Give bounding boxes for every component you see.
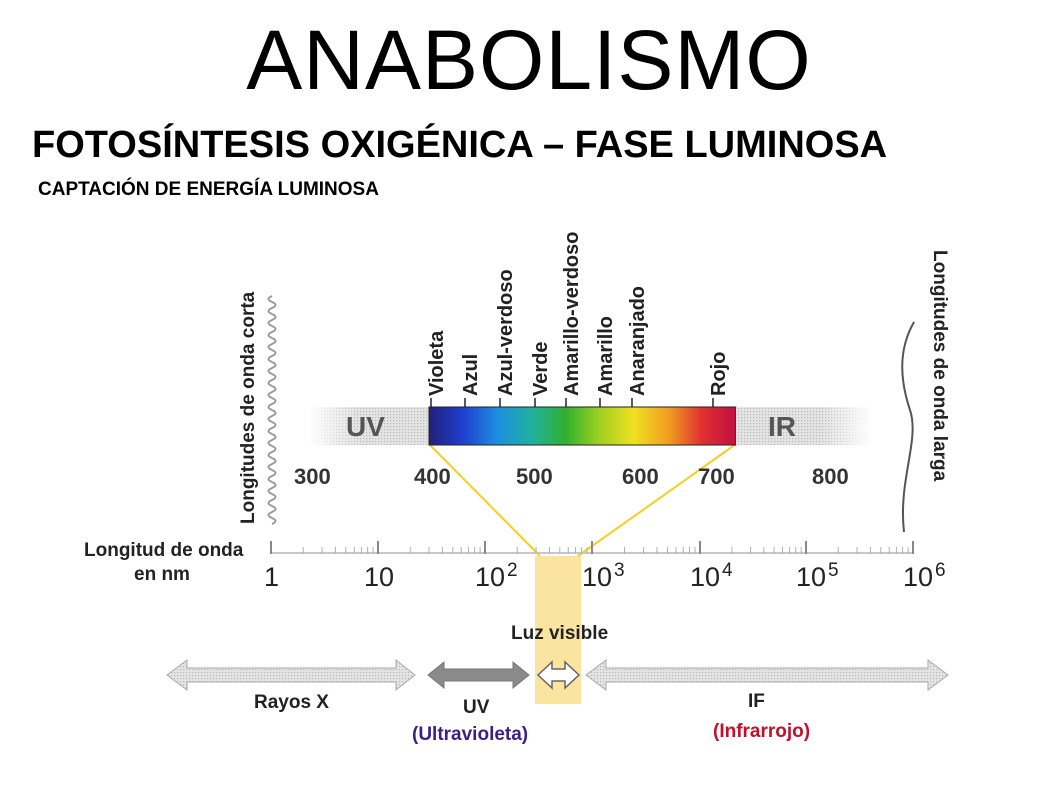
- color-label: Amarillo: [595, 316, 617, 396]
- color-labels: Violeta Azul Azul-verdoso Verde Amarillo-ver…: [426, 232, 730, 407]
- uv-bar-label: UV: [346, 411, 385, 442]
- color-label: Violeta: [426, 330, 448, 396]
- log-tick-label: 10 4: [690, 560, 733, 592]
- nm-tick: 500: [516, 464, 553, 489]
- page-title: ANABOLISMO: [246, 13, 812, 107]
- nm-tick: 400: [414, 464, 451, 489]
- ir-bar-label: IR: [768, 411, 796, 442]
- color-label: Rojo: [708, 352, 730, 396]
- xray-label: Rayos X: [254, 692, 329, 713]
- log-tick-label: 10 3: [582, 560, 625, 592]
- log-tick-label: 10 6: [903, 560, 946, 592]
- long-wave-brace: [901, 321, 915, 533]
- color-label: Verde: [530, 342, 552, 396]
- log-tick-label: 10: [364, 562, 394, 592]
- log-tick-label: 10 2: [475, 560, 518, 592]
- page-subtitle: FOTOSÍNTESIS OXIGÉNICA – FASE LUMINOSA: [32, 124, 888, 166]
- short-wave-squiggle: [267, 295, 277, 525]
- log-axis-labels: 1 10 10 2 10 3 10 4 10 5 10 6: [264, 560, 946, 592]
- nm-tick: 300: [294, 464, 331, 489]
- nm-tick: 600: [622, 464, 659, 489]
- connector-line-left: [428, 443, 541, 557]
- ir-arrow: [585, 659, 949, 691]
- uv-arrow: [427, 660, 530, 690]
- log-tick-label: 10 5: [796, 560, 839, 592]
- spectrum-bar: UV IR: [308, 406, 872, 446]
- color-label: Azul: [460, 354, 482, 396]
- connector-line-right: [577, 443, 737, 557]
- nm-tick-labels: 300 400 500 600 700 800: [294, 464, 849, 489]
- ir-full-label: (Infrarrojo): [713, 721, 810, 742]
- nm-tick: 800: [812, 464, 849, 489]
- short-wave-label: Longitudes de onda corta: [238, 291, 259, 524]
- band-arrows: Rayos X UV (Ultravioleta) IF (Infrarrojo…: [166, 658, 949, 745]
- log-tick-label: 1: [264, 562, 279, 592]
- axis-label-line1: Longitud de onda: [84, 540, 244, 561]
- log-scale: Longitud de onda en nm 1 10 10 2 10 3 10 4 10 5 10…: [84, 540, 946, 644]
- visible-arrow: [536, 660, 581, 690]
- long-wave-label: Longitudes de onda larga: [929, 250, 950, 482]
- axis-label-line2: en nm: [134, 564, 190, 585]
- visible-gradient-bar: [428, 406, 737, 446]
- nm-tick: 700: [698, 464, 735, 489]
- section-heading: CAPTACIÓN DE ENERGÍA LUMINOSA: [38, 179, 379, 200]
- log-axis-ticks: [270, 541, 914, 554]
- color-label: Amarillo-verdoso: [561, 232, 583, 396]
- visible-light-label: Luz visible: [511, 623, 608, 644]
- uv-full-label: (Ultravioleta): [412, 724, 528, 745]
- uv-band-label: UV: [463, 697, 490, 718]
- xray-arrow: [166, 658, 416, 692]
- color-label: Anaranjado: [627, 286, 649, 396]
- ir-band-label: IF: [748, 691, 765, 712]
- color-label: Azul-verdoso: [495, 269, 517, 396]
